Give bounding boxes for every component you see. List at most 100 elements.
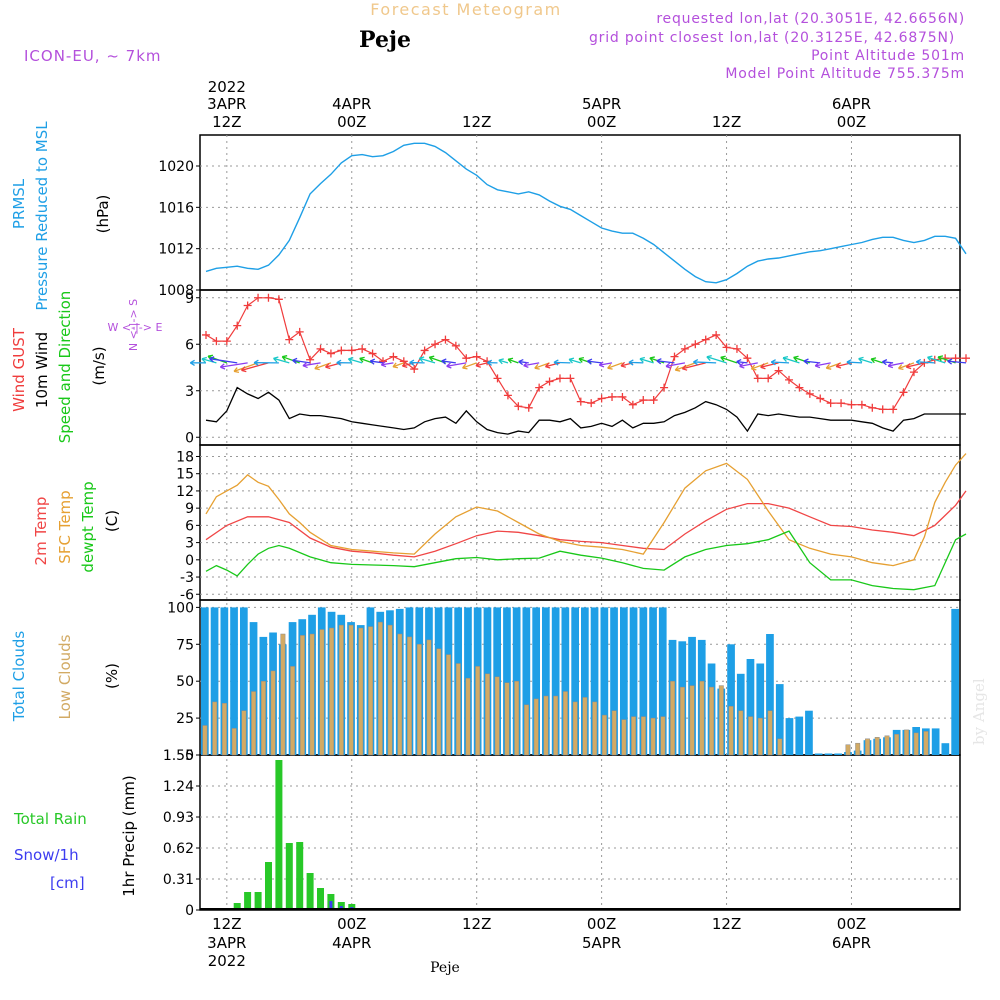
gust-marker bbox=[618, 392, 627, 401]
low-cloud-bar bbox=[679, 686, 685, 756]
grid-point-coords: grid point closest lon,lat (20.3125E, 42… bbox=[589, 30, 955, 46]
wind-arrow bbox=[498, 359, 509, 364]
wind-arrow bbox=[302, 362, 321, 367]
gust-marker bbox=[503, 391, 512, 400]
wind-arrow bbox=[370, 360, 384, 364]
wind-arrow bbox=[545, 362, 561, 368]
gust-marker bbox=[951, 354, 960, 363]
low-cloud-bar bbox=[436, 648, 442, 756]
total-cloud-bar bbox=[571, 607, 579, 755]
wind-arrow bbox=[209, 358, 238, 364]
total-cloud-bar bbox=[658, 607, 667, 755]
y-tick-label: 0.31 bbox=[163, 872, 194, 888]
gust-marker bbox=[472, 352, 481, 361]
gust-marker bbox=[899, 388, 908, 397]
low-cloud-bar bbox=[504, 682, 510, 756]
rain-bar bbox=[275, 760, 283, 910]
y-tick-label: 0 bbox=[185, 903, 194, 919]
low-cloud-bar bbox=[299, 635, 305, 756]
total-cloud-bar bbox=[220, 607, 229, 755]
low-cloud-bar bbox=[913, 732, 919, 756]
low-cloud-bar bbox=[699, 680, 705, 756]
gust-marker bbox=[285, 335, 294, 344]
compass-ns: N <-|-> S bbox=[127, 299, 140, 351]
gust-marker bbox=[628, 400, 637, 409]
temp-line-dewpt-temp bbox=[205, 530, 967, 591]
total-cloud-bar bbox=[210, 607, 219, 755]
gust-marker bbox=[264, 293, 273, 302]
low-cloud-bar bbox=[319, 629, 325, 756]
low-cloud-bar bbox=[748, 716, 754, 756]
low-cloud-bar bbox=[416, 644, 422, 756]
low-cloud-bar bbox=[290, 666, 296, 756]
wind-arrow-head bbox=[380, 361, 387, 368]
wind-arrow bbox=[771, 361, 790, 364]
wind-arrow bbox=[348, 358, 363, 364]
snow-unit: [cm] bbox=[50, 874, 85, 892]
wind-arrow-head bbox=[825, 363, 832, 370]
wind-arrow bbox=[947, 360, 967, 364]
gust-marker bbox=[347, 346, 356, 355]
low-cloud-bar bbox=[621, 719, 627, 756]
wind-arrow-head bbox=[870, 357, 877, 364]
gust-marker bbox=[274, 295, 283, 304]
gust-marker bbox=[576, 397, 585, 406]
total-cloud-bar bbox=[201, 607, 209, 755]
bottom-time-label: 12Z bbox=[212, 915, 241, 933]
total-cloud-bar bbox=[249, 622, 258, 755]
wind-unit: (m/s) bbox=[90, 346, 108, 385]
gust-marker bbox=[368, 349, 377, 358]
gust-marker bbox=[722, 343, 731, 352]
rain-bar bbox=[254, 892, 262, 910]
total-clouds-title: Total Clouds bbox=[10, 631, 28, 723]
wind-arrow-head bbox=[347, 356, 354, 363]
wind-arrow-head bbox=[587, 358, 593, 365]
y-tick-label: 1020 bbox=[158, 159, 194, 175]
gust-marker bbox=[743, 354, 752, 363]
total-cloud-bar bbox=[756, 663, 765, 755]
y-tick-label: -6 bbox=[180, 587, 194, 603]
wind-arrow-head bbox=[887, 362, 894, 369]
wind-speed-line bbox=[205, 386, 966, 435]
bottom-date-label: 5APR bbox=[582, 934, 621, 952]
wind-arrow-head bbox=[553, 359, 559, 366]
pressure-line bbox=[205, 142, 967, 284]
gust-marker bbox=[608, 392, 617, 401]
wind-arrow bbox=[898, 362, 915, 370]
low-cloud-bar bbox=[553, 695, 559, 756]
wind-arrow-head bbox=[487, 359, 493, 366]
y-tick-label: 75 bbox=[176, 637, 194, 653]
gust-marker bbox=[295, 327, 304, 336]
wind-arrow-head bbox=[803, 358, 809, 365]
gust-marker bbox=[868, 403, 877, 412]
wind-arrow-head bbox=[233, 367, 240, 374]
wind-arrow-head bbox=[462, 363, 468, 370]
wind-arrow bbox=[906, 362, 925, 368]
total-cloud-bar bbox=[542, 607, 550, 755]
gust-marker bbox=[878, 405, 887, 414]
wind-arrow-head bbox=[281, 355, 288, 361]
y-tick-label: 1016 bbox=[158, 200, 194, 216]
y-tick-label: 100 bbox=[167, 600, 194, 616]
watermark: by Angel bbox=[970, 678, 988, 745]
wind-arrow bbox=[507, 358, 519, 364]
total-cloud-bar bbox=[532, 607, 540, 755]
wind-arrow-head bbox=[568, 357, 575, 364]
gust-marker bbox=[701, 335, 710, 344]
low-cloud-bar bbox=[329, 627, 335, 756]
panel-frame bbox=[199, 754, 961, 911]
low-cloud-bar bbox=[309, 633, 315, 756]
wind-arrow bbox=[607, 362, 623, 369]
low-cloud-bar bbox=[728, 706, 734, 756]
wind-arrow bbox=[736, 361, 748, 364]
rain-bar bbox=[244, 892, 252, 910]
gust-marker bbox=[451, 341, 460, 350]
wind-arrow bbox=[682, 362, 706, 370]
gust-marker bbox=[680, 344, 689, 353]
gust-marker bbox=[410, 365, 419, 374]
low-cloud-bar bbox=[582, 697, 588, 756]
low-cloud-bar bbox=[524, 704, 529, 756]
clouds-unit: (%) bbox=[103, 663, 121, 689]
low-cloud-bar bbox=[572, 701, 578, 756]
